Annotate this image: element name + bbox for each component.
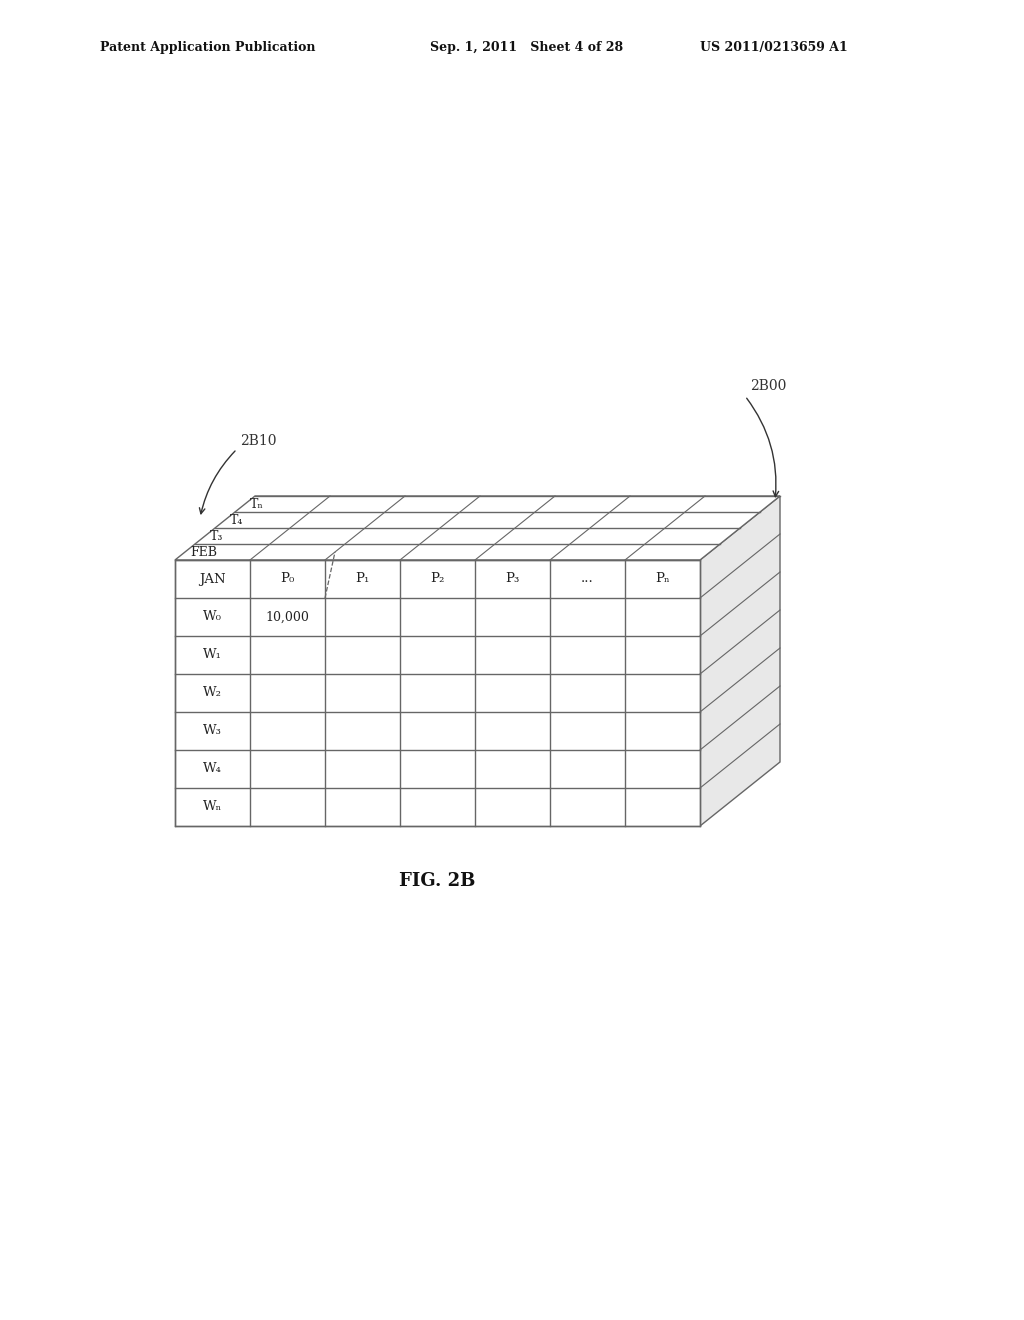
Text: P₂: P₂: [430, 573, 444, 586]
Text: 10,000: 10,000: [265, 610, 309, 623]
Polygon shape: [700, 496, 780, 826]
Text: P₃: P₃: [506, 573, 519, 586]
Text: W₄: W₄: [203, 763, 222, 776]
Text: Patent Application Publication: Patent Application Publication: [100, 41, 315, 54]
Text: Wₙ: Wₙ: [203, 800, 222, 813]
Text: FEB: FEB: [190, 545, 217, 558]
Text: Sep. 1, 2011   Sheet 4 of 28: Sep. 1, 2011 Sheet 4 of 28: [430, 41, 624, 54]
Polygon shape: [175, 560, 700, 826]
Text: W₁: W₁: [203, 648, 222, 661]
Text: 2B00: 2B00: [750, 379, 786, 393]
Text: Pₙ: Pₙ: [655, 573, 670, 586]
Text: P₁: P₁: [355, 573, 370, 586]
Text: W₃: W₃: [203, 725, 222, 738]
Text: Tₙ: Tₙ: [250, 498, 264, 511]
Text: FIG. 2B: FIG. 2B: [399, 873, 476, 890]
Text: T₃: T₃: [210, 529, 223, 543]
Polygon shape: [175, 496, 780, 560]
Text: 2B10: 2B10: [240, 434, 276, 447]
Text: P₀: P₀: [281, 573, 295, 586]
Text: ...: ...: [582, 573, 594, 586]
Text: T₄: T₄: [230, 513, 244, 527]
Text: JAN: JAN: [200, 573, 226, 586]
Text: W₂: W₂: [203, 686, 222, 700]
Text: W₀: W₀: [203, 610, 222, 623]
Text: US 2011/0213659 A1: US 2011/0213659 A1: [700, 41, 848, 54]
